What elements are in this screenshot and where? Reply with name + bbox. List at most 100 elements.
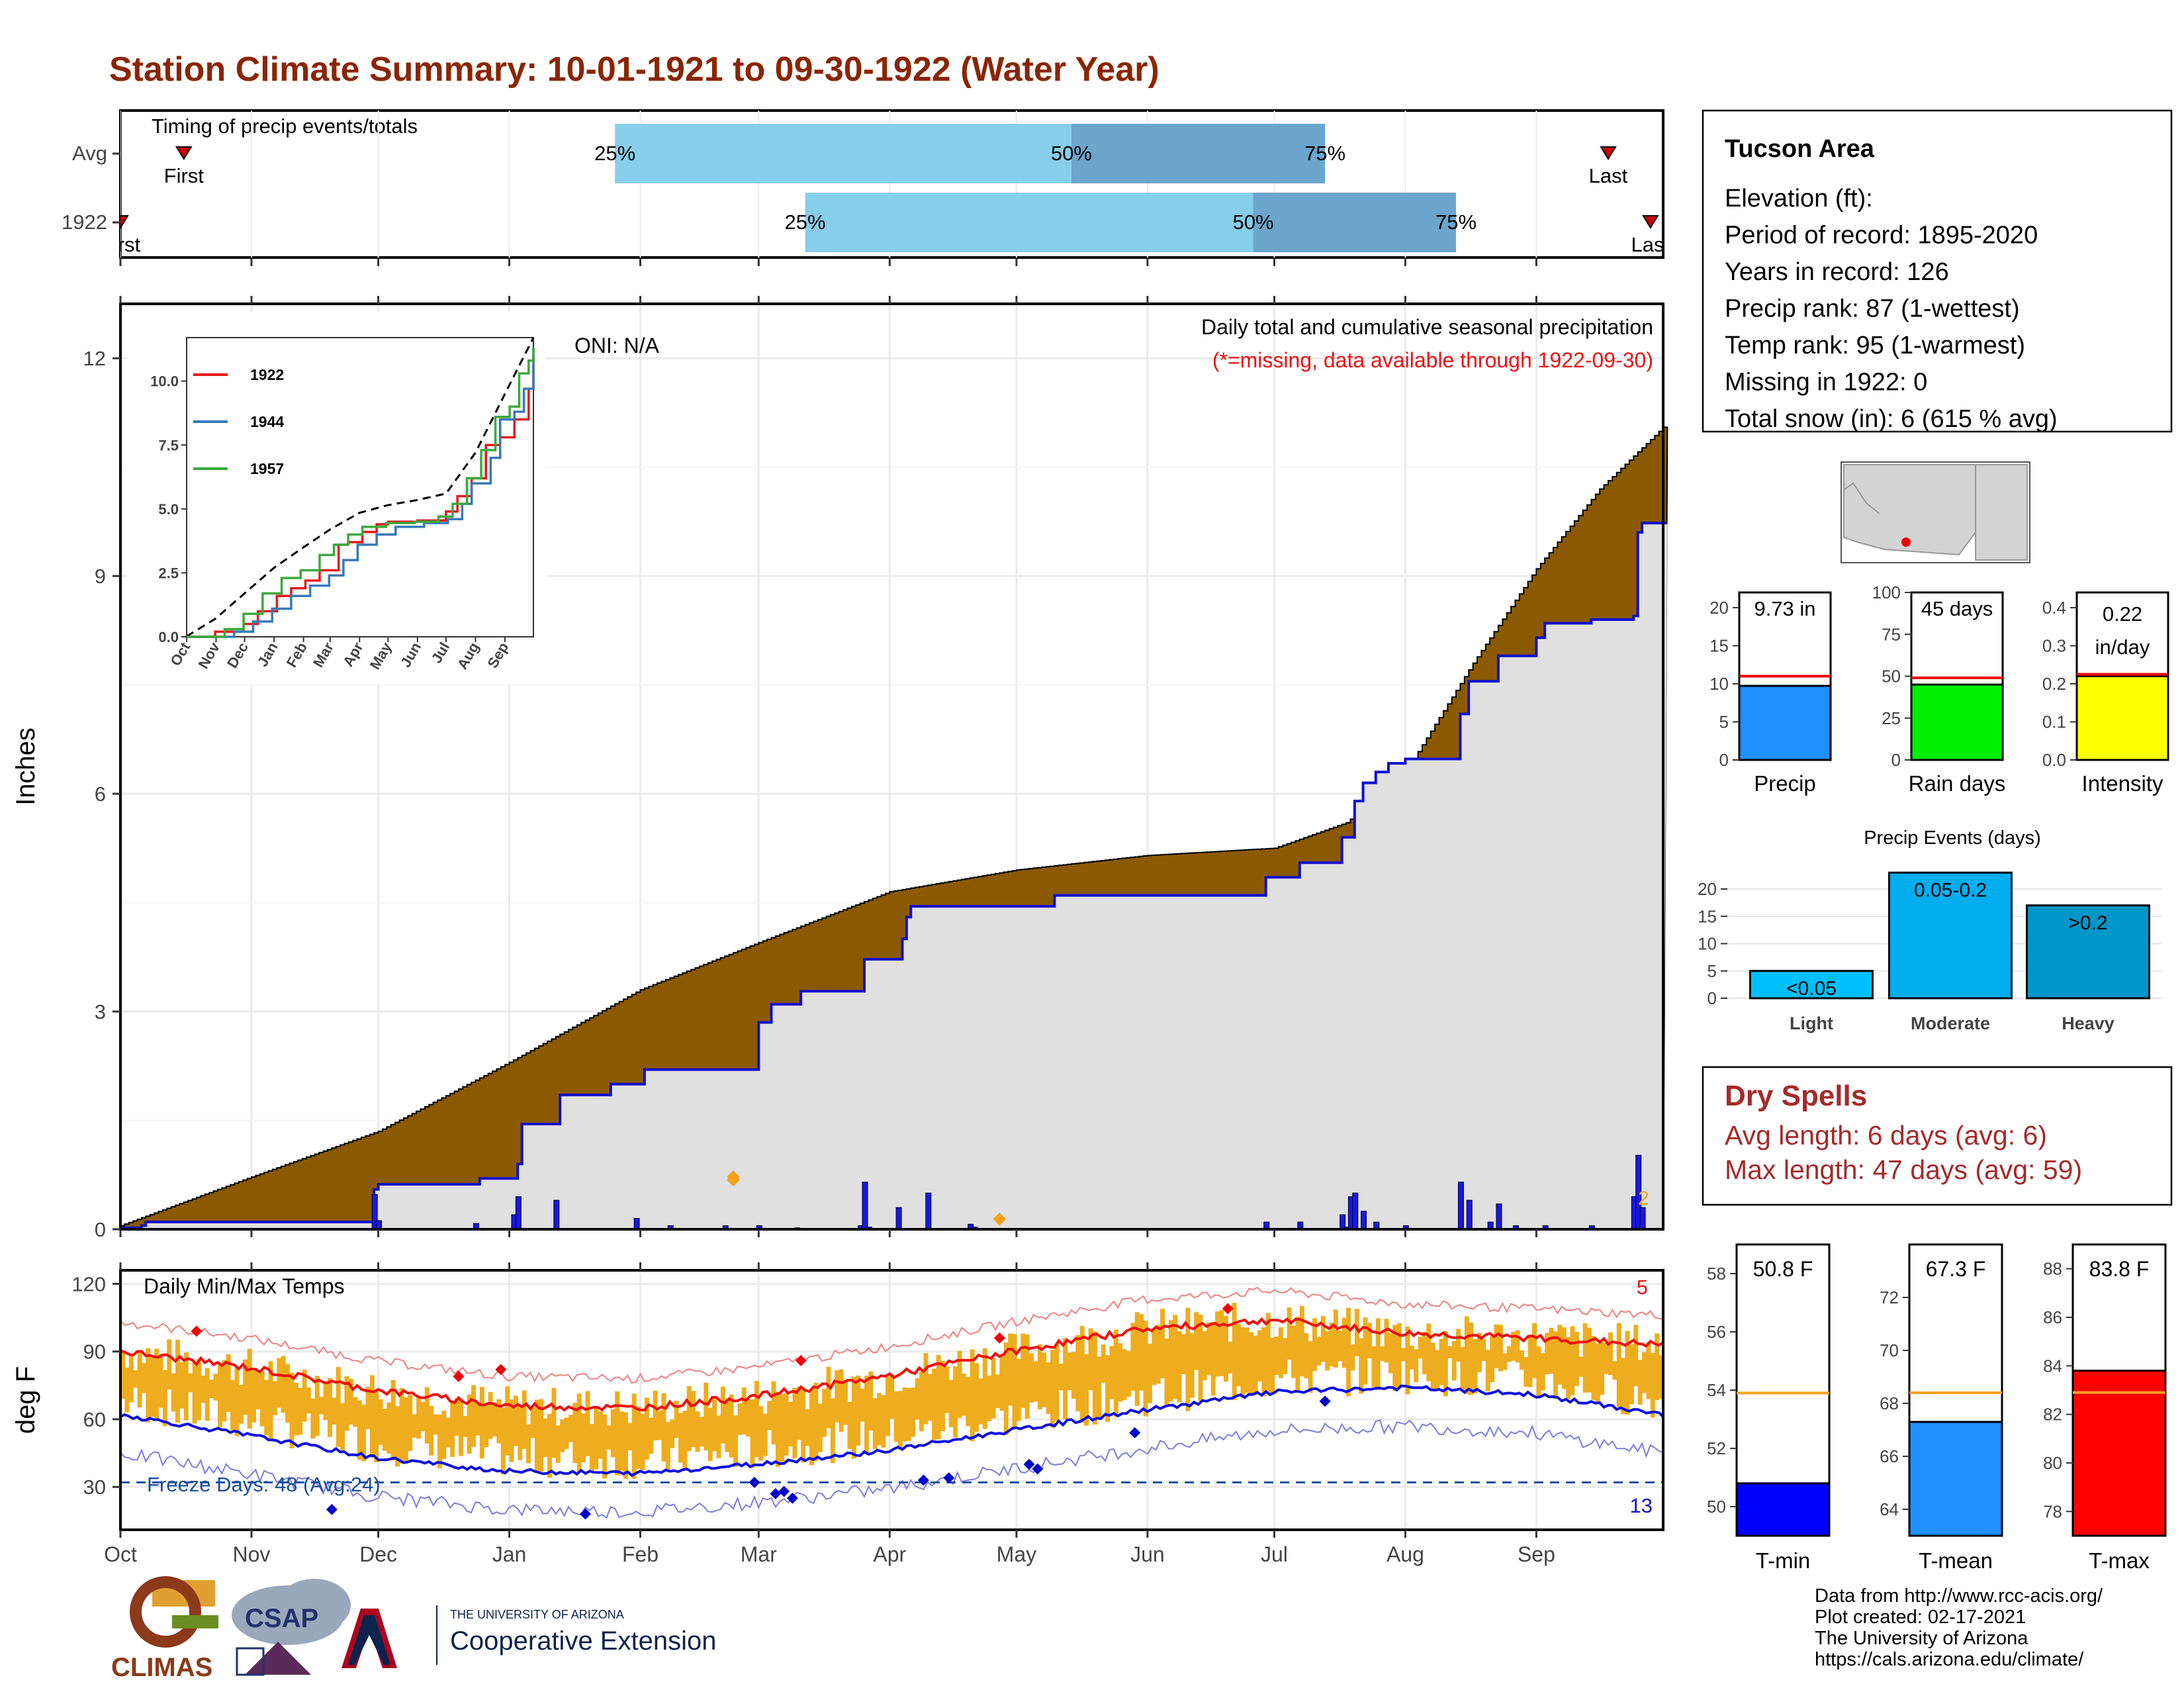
daily-temp-bar [691, 1391, 696, 1448]
daily-temp-bar [1536, 1346, 1541, 1396]
daily-temp-bar [1113, 1329, 1118, 1417]
timing-last-label: Last [1631, 233, 1670, 256]
daily-temp-bar [1477, 1333, 1482, 1372]
daily-temp-bar [843, 1380, 848, 1425]
precip-events-bar-label: 0.05-0.2 [1914, 879, 1987, 901]
precip-events-category-label: Moderate [1911, 1013, 1990, 1033]
daily-temp-bar [830, 1398, 835, 1464]
precip-y-tick-label: 0 [95, 1218, 106, 1241]
record-low-marker [1319, 1395, 1331, 1407]
dry-spells-title: Dry Spells [1725, 1080, 1867, 1112]
daily-temp-bar [272, 1381, 277, 1415]
station-info-line: Temp rank: 95 (1-warmest) [1725, 332, 2025, 359]
daily-precip-bar [862, 1182, 868, 1230]
daily-temp-bar [1642, 1352, 1647, 1393]
csap-logo: CSAP [232, 1579, 351, 1676]
daily-temp-bar [492, 1402, 497, 1436]
daily-temp-bar [530, 1407, 535, 1438]
mini-bar-precip [1738, 684, 1832, 761]
mini-bar-y-tick-label: 0.3 [2042, 636, 2066, 656]
temp-panel-frame [119, 1269, 1664, 1531]
temp-y-tick-label: 60 [83, 1408, 106, 1431]
daily-temp-bar [1354, 1309, 1359, 1356]
inset-plot-frame [186, 337, 534, 637]
record-low-marker [917, 1474, 929, 1486]
daily-temp-bar [179, 1362, 185, 1409]
daily-temp-bar [310, 1398, 316, 1439]
daily-temp-bar [1574, 1332, 1579, 1386]
daily-temp-bar [1494, 1324, 1499, 1368]
precip-y-axis-label: Inches [11, 727, 40, 806]
temp-bar-value-label: 83.8 F [2089, 1257, 2150, 1281]
mini-bar-rain-days [1910, 683, 2004, 761]
inset-y-tick-label: 2.5 [158, 565, 179, 581]
daily-temp-bar [399, 1387, 404, 1464]
daily-temp-bar [1316, 1336, 1322, 1366]
daily-temp-bar [636, 1406, 641, 1469]
daily-temp-bar [1122, 1349, 1127, 1401]
daily-temp-bar [1189, 1333, 1195, 1398]
daily-temp-bar [196, 1359, 201, 1421]
mini-bar-value-unit: in/day [2095, 635, 2150, 659]
footer-credits: Data from http://www.rcc-acis.org/Plot c… [1815, 1585, 2103, 1670]
daily-temp-bar [128, 1354, 134, 1403]
daily-temp-bar [944, 1366, 950, 1413]
footer-line: https://cals.arizona.edu/climate/ [1815, 1649, 2084, 1670]
daily-precip-bar [1496, 1203, 1502, 1230]
oni-label: ONI: N/A [574, 334, 660, 357]
daily-temp-bar [500, 1407, 506, 1475]
record-low-marker [749, 1476, 760, 1488]
daily-temp-bar [205, 1368, 210, 1421]
mini-bar-y-tick-label: 100 [1872, 583, 1901, 602]
daily-temp-bar [1304, 1333, 1309, 1379]
temp-bar-y-tick-label: 78 [2043, 1501, 2062, 1521]
daily-temp-bar [801, 1389, 806, 1463]
daily-temp-bar [306, 1387, 311, 1414]
daily-temp-bar [230, 1380, 236, 1430]
record-low-marker [778, 1485, 790, 1497]
daily-temp-bar [826, 1366, 831, 1429]
daily-temp-bar [382, 1408, 387, 1451]
daily-temp-bar [467, 1394, 472, 1454]
daily-temp-bar [1037, 1344, 1042, 1410]
daily-temp-bar [1308, 1340, 1313, 1393]
daily-temp-bar [1244, 1327, 1250, 1393]
daily-temp-bar [906, 1387, 911, 1441]
daily-temp-bar [707, 1407, 713, 1462]
temp-bar-value-label: 50.8 F [1753, 1257, 1813, 1281]
daily-temp-bar [661, 1393, 666, 1462]
temp-bar-y-tick-label: 58 [1707, 1264, 1726, 1284]
daily-temp-bar [1152, 1328, 1157, 1385]
daily-temp-bar [1134, 1312, 1140, 1406]
precip-events-title: Precip Events (days) [1864, 827, 2041, 849]
daily-temp-bar [1029, 1353, 1034, 1403]
station-info-line: Precip rank: 87 (1-wettest) [1725, 295, 2020, 323]
precip-events-y-tick-label: 20 [1698, 879, 1717, 899]
daily-temp-bar [1498, 1325, 1503, 1372]
mini-bar-y-tick-label: 10 [1709, 674, 1729, 694]
daily-temp-bar [437, 1414, 442, 1468]
daily-temp-bar [1342, 1317, 1347, 1368]
precip-events-category-label: Light [1790, 1013, 1833, 1033]
temp-bar-category-label: T-min [1756, 1548, 1811, 1573]
climas-logo-field [172, 1615, 218, 1628]
daily-temp-bar [1629, 1344, 1634, 1405]
daily-temp-bar [594, 1407, 599, 1470]
daily-temp-bar [1067, 1352, 1072, 1391]
station-info-line: Years in record: 126 [1725, 258, 1949, 286]
station-info-line: Period of record: 1895-2020 [1725, 222, 2038, 250]
daily-temp-bar [424, 1387, 430, 1444]
temp-bar-y-tick-label: 70 [1880, 1340, 1899, 1360]
timing-p75-label: 75% [1435, 211, 1477, 234]
daily-temp-bar [1168, 1320, 1173, 1402]
timing-box-q50-q75 [1071, 124, 1326, 183]
csap-cloud-2 [278, 1579, 351, 1632]
avg-max-line [120, 1317, 1664, 1412]
daily-temp-bar [445, 1417, 451, 1448]
daily-temp-bar [213, 1374, 218, 1401]
footer-line: Plot created: 02-17-2021 [1815, 1607, 2026, 1628]
daily-temp-bar [150, 1355, 155, 1417]
daily-temp-bar [758, 1406, 764, 1461]
daily-temp-bar [1608, 1332, 1613, 1376]
